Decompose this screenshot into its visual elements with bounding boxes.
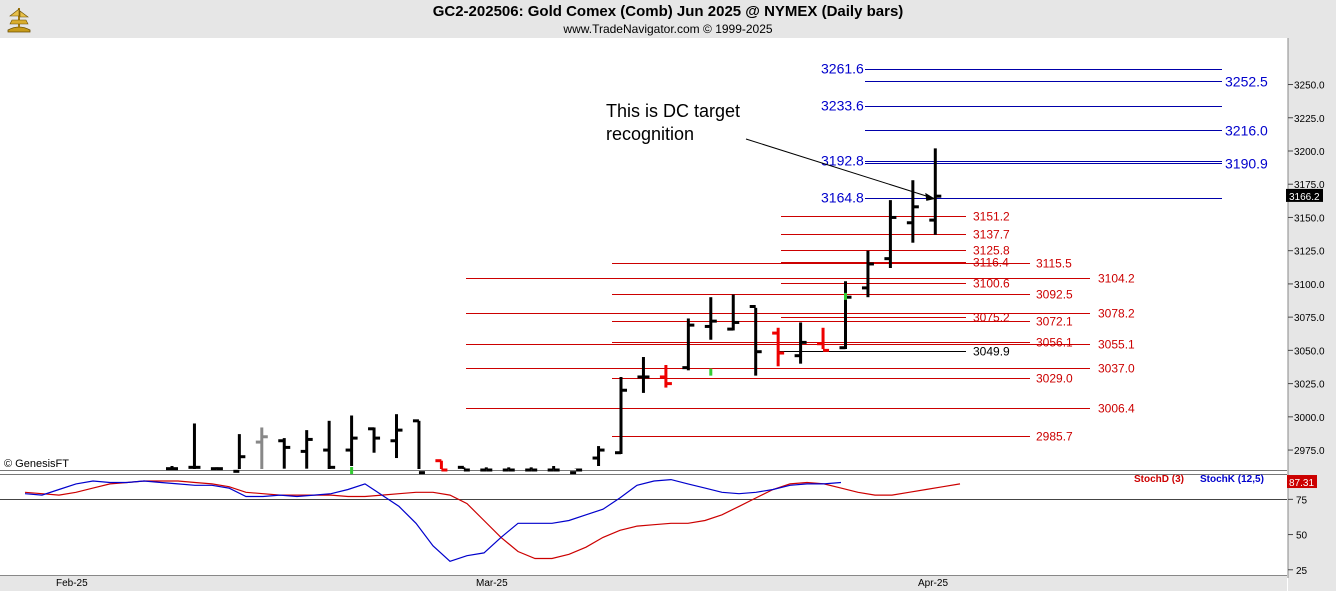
y-tick-label: 3200.0 [1294, 147, 1325, 158]
osc-y-tick-label: 75 [1296, 495, 1308, 506]
osc-series-line-stochd [24, 480, 961, 560]
ohlc-bar [592, 446, 605, 467]
osc-legend-stochd: StochD (3) [1134, 474, 1184, 485]
ohlc-bar [682, 318, 695, 371]
osc-series-line-stochk [24, 478, 842, 562]
red-level-label: 3072.1 [1036, 315, 1073, 329]
chart-title: GC2-202506: Gold Comex (Comb) Jun 2025 @… [432, 3, 904, 20]
x-axis-band [0, 575, 1287, 591]
ohlc-bar [480, 467, 493, 472]
black-level-label: 3049.9 [973, 345, 1010, 359]
osc-y-tick-label: 50 [1296, 531, 1308, 542]
ohlc-bar [929, 148, 942, 235]
red-level-label: 3125.8 [973, 244, 1010, 258]
ohlc-bar [525, 467, 538, 472]
ohlc-bar [210, 467, 223, 471]
ohlc-bar [255, 427, 268, 469]
y-tick-label: 3000.0 [1294, 413, 1325, 424]
ohlc-bar [166, 466, 178, 471]
osc-last-value-tag [1287, 475, 1317, 489]
ohlc-bar [457, 465, 470, 472]
ohlc-bar [906, 180, 919, 243]
osc-y-tick-label: 25 [1296, 566, 1308, 577]
osc-legend-stochk: StochK (12,5) [1200, 474, 1264, 485]
ohlc-bar [817, 327, 830, 352]
ohlc-bar [884, 200, 897, 268]
red-level-label: 3115.5 [1036, 257, 1072, 271]
y-tick-label: 3150.0 [1294, 213, 1325, 224]
red-level-label: 3092.5 [1036, 288, 1073, 302]
watermark: © GenesisFT [4, 458, 69, 470]
chart-subtitle: www.TradeNavigator.com © 1999-2025 [563, 22, 773, 36]
blue-level-label: 3164.8 [821, 190, 864, 206]
red-level-label: 3151.2 [973, 210, 1010, 224]
red-level-label: 3056.1 [1036, 336, 1073, 350]
ohlc-bar [502, 467, 515, 472]
x-tick-label: Mar-25 [476, 578, 508, 589]
blue-level-label: 3233.6 [821, 98, 864, 114]
osc-last-value-label: 87.31 [1289, 478, 1314, 489]
last-price-label: 3166.2 [1289, 192, 1320, 203]
price-plot-area [0, 38, 1287, 470]
ohlc-bar [727, 294, 740, 331]
ohlc-bar [412, 419, 425, 475]
red-level-label: 3029.0 [1036, 372, 1073, 386]
ohlc-bar [861, 250, 874, 298]
annotation-text: recognition [606, 124, 694, 144]
y-tick-label: 3175.0 [1294, 180, 1325, 191]
ohlc-bar [794, 322, 807, 364]
blue-level-label: 3192.8 [821, 153, 864, 169]
red-level-label: 3006.4 [1098, 402, 1135, 416]
y-tick-label: 3050.0 [1294, 346, 1325, 357]
ohlc-bar [637, 357, 650, 393]
ohlc-bar [278, 438, 291, 469]
red-level-label: 3104.2 [1098, 272, 1135, 286]
red-level-label: 3037.0 [1098, 362, 1135, 376]
red-level-label: 3116.4 [973, 256, 1009, 270]
ohlc-bar [390, 414, 403, 459]
ohlc-bar [659, 364, 672, 388]
ohlc-bar [704, 297, 717, 340]
red-level-label: 3137.7 [973, 228, 1010, 242]
ohlc-bar [233, 434, 246, 473]
annotation-text: This is DC target [606, 101, 740, 121]
last-price-tag [1286, 188, 1323, 202]
ohlc-bar [772, 327, 785, 367]
red-level-label: 3075.2 [973, 311, 1010, 325]
ohlc-bar [368, 427, 381, 453]
ohlc-bar [188, 423, 201, 469]
blue-level-label: 3252.5 [1225, 74, 1268, 90]
blue-level-label: 3216.0 [1225, 123, 1268, 139]
y-axis-panel [1288, 38, 1336, 591]
ohlc-bar [749, 305, 762, 376]
ohlc-bar [323, 420, 336, 469]
y-tick-label: 3125.0 [1294, 247, 1325, 258]
y-tick-label: 3225.0 [1294, 114, 1325, 125]
red-level-label: 3078.2 [1098, 307, 1135, 321]
ohlc-bar [570, 468, 583, 475]
ohlc-bar [345, 415, 358, 467]
ohlc-bar [300, 430, 313, 469]
x-tick-label: Feb-25 [56, 578, 88, 589]
ohlc-bar [547, 466, 560, 472]
annotation-arrow [745, 138, 936, 200]
ohlc-bar [615, 376, 627, 455]
y-tick-label: 2975.0 [1294, 446, 1325, 457]
red-level-label: 2985.7 [1036, 430, 1073, 444]
y-tick-label: 3075.0 [1294, 313, 1325, 324]
y-tick-label: 3025.0 [1294, 380, 1325, 391]
red-level-label: 3100.6 [973, 277, 1010, 291]
ohlc-bar [435, 459, 448, 472]
blue-level-label: 3190.9 [1225, 156, 1268, 172]
trade-navigator-logo-icon [7, 8, 31, 33]
blue-level-label: 3261.6 [821, 61, 864, 77]
x-tick-label: Apr-25 [918, 578, 948, 589]
y-tick-label: 3250.0 [1294, 81, 1325, 92]
red-level-label: 3055.1 [1098, 338, 1135, 352]
chart-header: GC2-202506: Gold Comex (Comb) Jun 2025 @… [0, 0, 1336, 38]
y-tick-label: 3100.0 [1294, 280, 1325, 291]
annotation-arrowhead [925, 192, 936, 201]
